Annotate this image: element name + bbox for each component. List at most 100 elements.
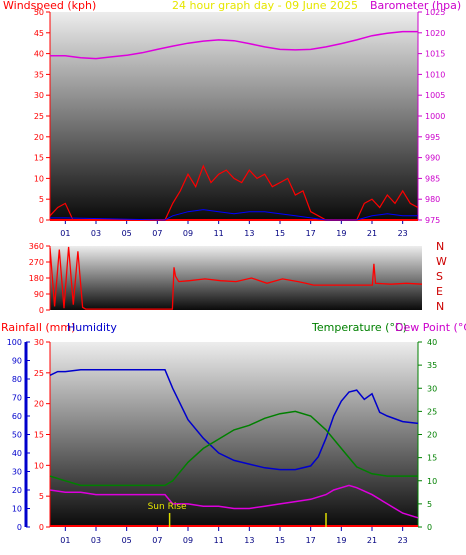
wind-x-tick-label: 23	[398, 229, 408, 238]
humidity-y-tick-label: 30	[12, 468, 22, 477]
wind-y-tick-label: 20	[34, 133, 44, 142]
temperature-x-tick-label: 09	[183, 536, 193, 545]
humidity-series	[49, 369, 419, 471]
temperature-x-tick-label: 05	[122, 536, 132, 545]
direction-y-tick-label: 180	[29, 274, 44, 283]
rainfall-y-tick-label: 30	[34, 338, 44, 347]
direction-plot-area	[50, 246, 422, 310]
wind-x-tick-label: 07	[152, 229, 162, 238]
wind-y-tick-label: 5	[39, 195, 44, 204]
compass-s: S	[436, 270, 443, 283]
wind-x-tick-label: 09	[183, 229, 193, 238]
temperature-y-tick-label: 10	[427, 477, 437, 486]
barometer-y-tick-label: 990	[425, 154, 440, 163]
barometer-y-tick-label: 975	[425, 216, 440, 225]
compass-n-bottom: N	[436, 300, 445, 313]
temperature-y-tick-label: 40	[427, 338, 437, 347]
sunrise-label: Sun Rise	[147, 502, 187, 512]
humidity-y-tick-label: 100	[7, 338, 22, 347]
compass-n-top: N	[436, 240, 445, 253]
barometer-y-tick-label: 980	[425, 195, 440, 204]
humidity-y-tick-label: 50	[12, 431, 22, 440]
dewpoint-series	[49, 484, 419, 519]
barometer-y-tick-label: 1010	[425, 70, 445, 79]
direction-y-tick-label: 90	[34, 290, 44, 299]
direction-y-tick-label: 360	[29, 242, 44, 251]
wind-y-tick-label: 0	[39, 216, 44, 225]
direction-y-tick-label: 270	[29, 258, 44, 267]
humidity-y-tick-label: 40	[12, 449, 22, 458]
temperature-x-tick-label: 19	[336, 536, 346, 545]
rainfall-y-tick-label: 25	[34, 369, 44, 378]
barometer-axis-label: Barometer (hpa)	[370, 0, 462, 12]
wind-x-tick-label: 03	[91, 229, 101, 238]
barometer-y-tick-label: 995	[425, 133, 440, 142]
humidity-y-tick-label: 20	[12, 486, 22, 495]
temperature-x-tick-label: 07	[152, 536, 162, 545]
temperature-series	[49, 410, 418, 487]
barometer-y-tick-label: 1020	[425, 29, 445, 38]
barometer-y-tick-label: 985	[425, 174, 440, 183]
humidity-y-tick-label: 60	[12, 412, 22, 421]
humidity-y-tick-label: 10	[12, 505, 22, 514]
rainfall-y-tick-label: 20	[34, 400, 44, 409]
wind-x-tick-label: 01	[60, 229, 70, 238]
compass-w: W	[436, 255, 447, 268]
temperature-x-tick-label: 03	[91, 536, 101, 545]
wind-y-tick-label: 50	[34, 8, 44, 17]
wind-x-tick-label: 13	[244, 229, 254, 238]
windspeed-axis-label: Windspeed (kph)	[3, 0, 97, 12]
temperature-y-tick-label: 15	[427, 454, 437, 463]
temperature-y-tick-label: 35	[427, 361, 437, 370]
direction-series	[49, 246, 423, 310]
temperature-y-tick-label: 30	[427, 384, 437, 393]
temperature-plot-area	[50, 342, 418, 527]
temperature-x-tick-label: 11	[214, 536, 224, 545]
rainfall-y-tick-label: 0	[39, 523, 44, 532]
barometer-y-tick-label: 1005	[425, 91, 445, 100]
wind-x-tick-label: 21	[367, 229, 377, 238]
humidity-y-tick-label: 70	[12, 394, 22, 403]
temperature-axis-label: Temperature (°C)	[312, 321, 407, 334]
temperature-x-tick-label: 17	[306, 536, 316, 545]
temperature-y-tick-label: 25	[427, 407, 437, 416]
rainfall-y-tick-label: 15	[34, 431, 44, 440]
wind-y-tick-label: 30	[34, 91, 44, 100]
wind-x-tick-label: 11	[214, 229, 224, 238]
temperature-y-tick-label: 0	[427, 523, 432, 532]
dewpoint-axis-label: Dew Point (°C)	[395, 321, 466, 334]
temperature-x-tick-label: 13	[244, 536, 254, 545]
barometer-y-tick-label: 1000	[425, 112, 445, 121]
temperature-x-tick-label: 23	[398, 536, 408, 545]
temperature-x-tick-label: 01	[60, 536, 70, 545]
temperature-x-tick-label: 15	[275, 536, 285, 545]
wind-plot-area	[50, 12, 418, 220]
wind-x-tick-label: 19	[336, 229, 346, 238]
direction-y-tick-label: 0	[39, 306, 44, 315]
humidity-axis-label: Humidity	[67, 321, 117, 334]
humidity-y-tick-label: 90	[12, 357, 22, 366]
wind-y-tick-label: 35	[34, 70, 44, 79]
barometer-series	[50, 30, 418, 60]
wind-x-tick-label: 15	[275, 229, 285, 238]
wind-x-tick-label: 17	[306, 229, 316, 238]
temperature-y-tick-label: 20	[427, 431, 437, 440]
rainfall-axis-label: Rainfall (mm)	[1, 321, 76, 334]
wind-gust-series	[49, 164, 419, 221]
wind-y-tick-label: 25	[34, 112, 44, 121]
wind-avg-series	[50, 209, 418, 221]
compass-e: E	[436, 285, 443, 298]
temperature-x-tick-label: 21	[367, 536, 377, 545]
rainfall-y-tick-label: 5	[39, 492, 44, 501]
wind-y-tick-label: 10	[34, 174, 44, 183]
wind-x-tick-label: 05	[122, 229, 132, 238]
barometer-y-tick-label: 1025	[425, 8, 445, 17]
temperature-y-tick-label: 5	[427, 500, 432, 509]
humidity-y-tick-label: 80	[12, 375, 22, 384]
wind-y-tick-label: 40	[34, 50, 44, 59]
graph-title: 24 hour graph day - 09 June 2025	[172, 0, 359, 12]
rainfall-y-tick-label: 10	[34, 461, 44, 470]
wind-y-tick-label: 45	[34, 29, 44, 38]
